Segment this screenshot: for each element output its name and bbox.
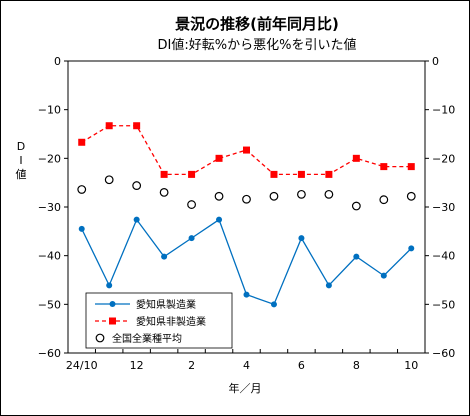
legend-label: 愛知県製造業: [136, 298, 196, 311]
data-point: [160, 170, 168, 178]
y-axis-label-char: 値: [16, 168, 27, 181]
data-point: [324, 189, 334, 199]
data-point: [215, 154, 223, 162]
data-point: [380, 272, 387, 279]
y-tick-label-right: −30: [432, 201, 455, 214]
y-tick-label-right: 0: [432, 55, 439, 68]
legend-marker: [109, 301, 116, 307]
y-tick-label-left: −10: [38, 104, 61, 117]
data-point: [216, 216, 223, 223]
data-point: [353, 253, 360, 260]
data-point: [132, 181, 142, 190]
data-point: [408, 245, 415, 252]
data-point: [161, 253, 168, 260]
x-tick-label: 24/10: [66, 359, 98, 372]
series-1: [78, 122, 415, 178]
chart-subtitle: DI値:好転%から悪化%を引いた値: [158, 37, 357, 53]
chart-title: 景況の推移(前年同月比): [175, 15, 339, 33]
data-point: [380, 163, 388, 171]
data-point: [270, 170, 278, 178]
data-point: [187, 200, 196, 209]
data-point: [77, 185, 87, 194]
x-tick-label: 8: [353, 359, 360, 372]
data-point: [407, 163, 415, 171]
data-point: [270, 301, 277, 308]
data-point: [243, 291, 250, 298]
data-point: [325, 170, 333, 178]
x-tick-label: 10: [404, 359, 418, 372]
y-tick-label-left: 0: [54, 55, 61, 68]
x-tick-label: 12: [130, 359, 144, 372]
data-point: [106, 282, 113, 289]
y-tick-label-left: −40: [38, 250, 61, 263]
data-point: [242, 194, 251, 204]
data-point: [133, 122, 141, 130]
legend-marker: [95, 333, 105, 343]
y-tick-label-left: −30: [38, 201, 61, 214]
y-tick-label-right: −20: [432, 152, 455, 165]
y-tick-label-left: −50: [38, 298, 61, 311]
data-point: [188, 170, 196, 178]
y-tick-label-left: −20: [38, 152, 61, 165]
data-point: [243, 146, 250, 154]
legend-label: 全国全業種平均: [112, 332, 182, 345]
y-axis-label: DI値: [16, 140, 27, 181]
y-tick-label-right: −40: [432, 250, 455, 263]
y-axis-label-char: I: [19, 154, 22, 167]
data-point: [298, 235, 305, 242]
x-tick-label: 2: [188, 359, 195, 372]
x-axis-label: 年／月: [229, 381, 262, 395]
data-point: [297, 189, 306, 199]
legend-marker: [109, 317, 116, 325]
legend-label: 愛知県非製造業: [136, 315, 206, 328]
y-axis-label-char: D: [17, 140, 25, 153]
data-point: [325, 282, 332, 289]
data-point: [133, 216, 140, 223]
data-point: [188, 235, 195, 242]
data-point: [78, 138, 86, 146]
y-tick-label-right: −60: [432, 347, 455, 360]
y-axis-right: 0 −10 −20 −30 −40 −50 −60: [425, 55, 455, 360]
data-point: [351, 201, 361, 211]
data-point: [297, 170, 305, 178]
data-point: [214, 191, 224, 201]
series-2: [77, 175, 416, 211]
y-axis-left: 0 −10 −20 −30 −40 −50 −60: [38, 55, 68, 360]
x-tick-label: 4: [243, 359, 250, 372]
series-layer: [77, 122, 416, 308]
data-point: [269, 191, 279, 201]
data-point: [78, 225, 85, 232]
data-point: [159, 187, 169, 197]
data-point: [379, 195, 389, 205]
y-tick-label-right: −50: [432, 298, 455, 311]
data-point: [104, 175, 114, 185]
x-tick-label: 6: [298, 359, 305, 372]
y-tick-label-left: −60: [38, 347, 61, 360]
series-0: [78, 216, 415, 308]
data-point: [352, 154, 360, 162]
x-axis: 24/10 12 2 4 6 8 10: [66, 349, 426, 372]
y-tick-label-right: −10: [432, 104, 455, 117]
data-point: [105, 122, 113, 130]
data-point: [406, 191, 416, 201]
